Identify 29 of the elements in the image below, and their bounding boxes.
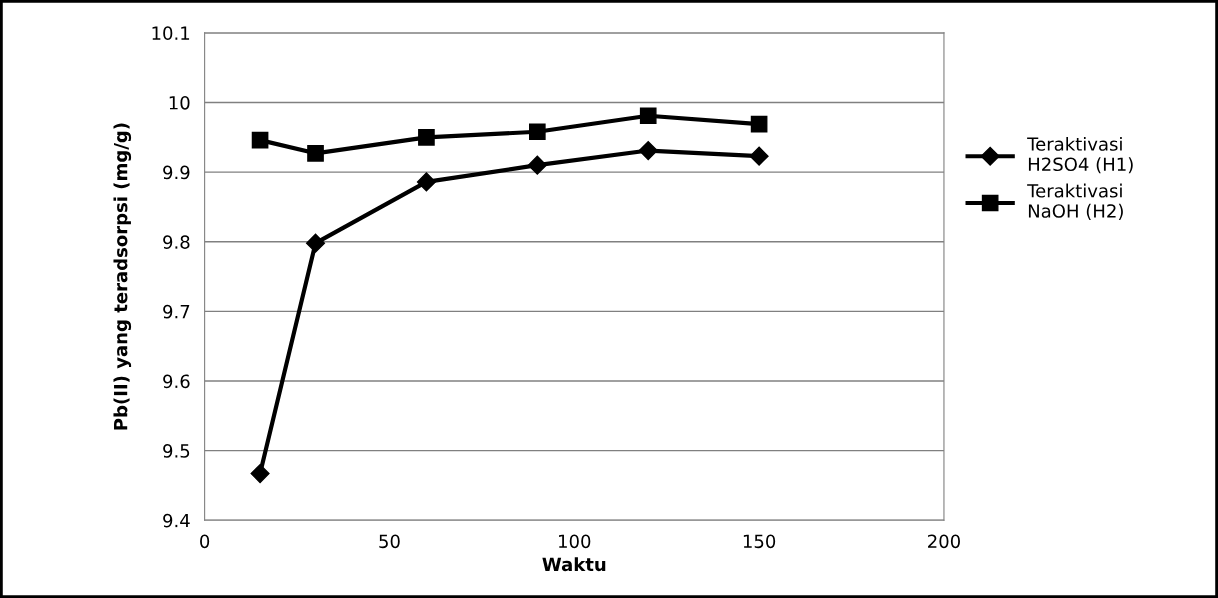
point (528, 123, 546, 141)
point (418, 128, 435, 146)
x-tick-label: 150 (743, 534, 776, 549)
y-tick-label: 10 (169, 95, 190, 110)
point (307, 145, 324, 162)
point (305, 233, 326, 253)
point (749, 146, 769, 166)
y-tick-label: 9.8 (163, 235, 190, 249)
x-tick-label: 0 (200, 534, 210, 549)
point (639, 107, 657, 125)
y-tick-label: 9.4 (163, 513, 190, 528)
x-tick-label: 100 (559, 534, 591, 549)
x-tick-label: 200 (928, 534, 960, 549)
legend-label: Teraktivasi H2SO4 (H1) (1027, 136, 1133, 174)
x-axis-title: Waktu (542, 557, 606, 572)
point (250, 464, 270, 484)
y-tick-label: 10.1 (152, 26, 190, 41)
y-tick-label: 9.5 (163, 444, 190, 458)
y-tick-label: 9.7 (163, 304, 190, 319)
y-axis-title: Pb(II) yang teradsorpsi (mg/g) (113, 123, 132, 430)
point (750, 115, 768, 133)
legend-label: Teraktivasi NaOH (H2) (1027, 183, 1123, 220)
x-tick-label: 50 (379, 534, 400, 549)
point (527, 155, 547, 175)
y-tick-label: 9.6 (163, 374, 190, 389)
point (638, 141, 658, 161)
point (416, 172, 436, 192)
y-tick-label: 9.9 (163, 165, 190, 180)
point (251, 131, 269, 149)
